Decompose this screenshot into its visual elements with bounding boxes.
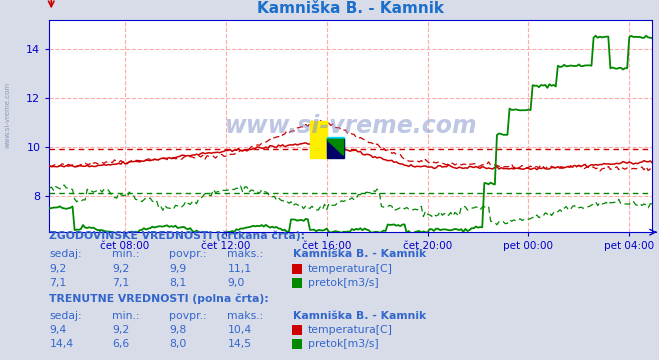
Text: povpr.:: povpr.: [169, 249, 207, 260]
Text: sedaj:: sedaj: [49, 249, 82, 260]
Text: 9,8: 9,8 [169, 325, 186, 335]
Text: Kamniška B. - Kamnik: Kamniška B. - Kamnik [293, 311, 426, 321]
Text: 9,2: 9,2 [112, 264, 129, 274]
Text: 9,2: 9,2 [112, 325, 129, 335]
Text: min.:: min.: [112, 311, 140, 321]
Text: www.si-vreme.com: www.si-vreme.com [225, 114, 477, 138]
Text: 9,0: 9,0 [227, 278, 244, 288]
Text: www.si-vreme.com: www.si-vreme.com [5, 82, 11, 148]
Title: Kamniška B. - Kamnik: Kamniška B. - Kamnik [258, 1, 444, 16]
Text: sedaj:: sedaj: [49, 311, 82, 321]
Text: 9,2: 9,2 [49, 264, 67, 274]
Text: 8,0: 8,0 [169, 339, 186, 350]
Text: 10,4: 10,4 [227, 325, 252, 335]
Text: TRENUTNE VREDNOSTI (polna črta):: TRENUTNE VREDNOSTI (polna črta): [49, 293, 269, 304]
Text: 7,1: 7,1 [49, 278, 67, 288]
Text: 7,1: 7,1 [112, 278, 129, 288]
Text: temperatura[C]: temperatura[C] [308, 264, 393, 274]
Bar [327, 139, 343, 158]
Text: temperatura[C]: temperatura[C] [308, 325, 393, 335]
Polygon shape [327, 139, 343, 155]
Text: Kamniška B. - Kamnik: Kamniška B. - Kamnik [293, 249, 426, 260]
Text: min.:: min.: [112, 249, 140, 260]
Text: 14,4: 14,4 [49, 339, 74, 350]
Bar [310, 121, 327, 158]
Bar [327, 137, 343, 155]
Text: pretok[m3/s]: pretok[m3/s] [308, 278, 378, 288]
Text: 6,6: 6,6 [112, 339, 129, 350]
Text: pretok[m3/s]: pretok[m3/s] [308, 339, 378, 350]
Text: 14,5: 14,5 [227, 339, 252, 350]
Text: 9,9: 9,9 [169, 264, 186, 274]
Text: maks.:: maks.: [227, 311, 264, 321]
Text: povpr.:: povpr.: [169, 311, 207, 321]
Text: maks.:: maks.: [227, 249, 264, 260]
Text: ZGODOVINSKE VREDNOSTI (črtkana črta):: ZGODOVINSKE VREDNOSTI (črtkana črta): [49, 231, 306, 242]
Text: 9,4: 9,4 [49, 325, 67, 335]
Text: 8,1: 8,1 [169, 278, 186, 288]
Text: 11,1: 11,1 [227, 264, 252, 274]
